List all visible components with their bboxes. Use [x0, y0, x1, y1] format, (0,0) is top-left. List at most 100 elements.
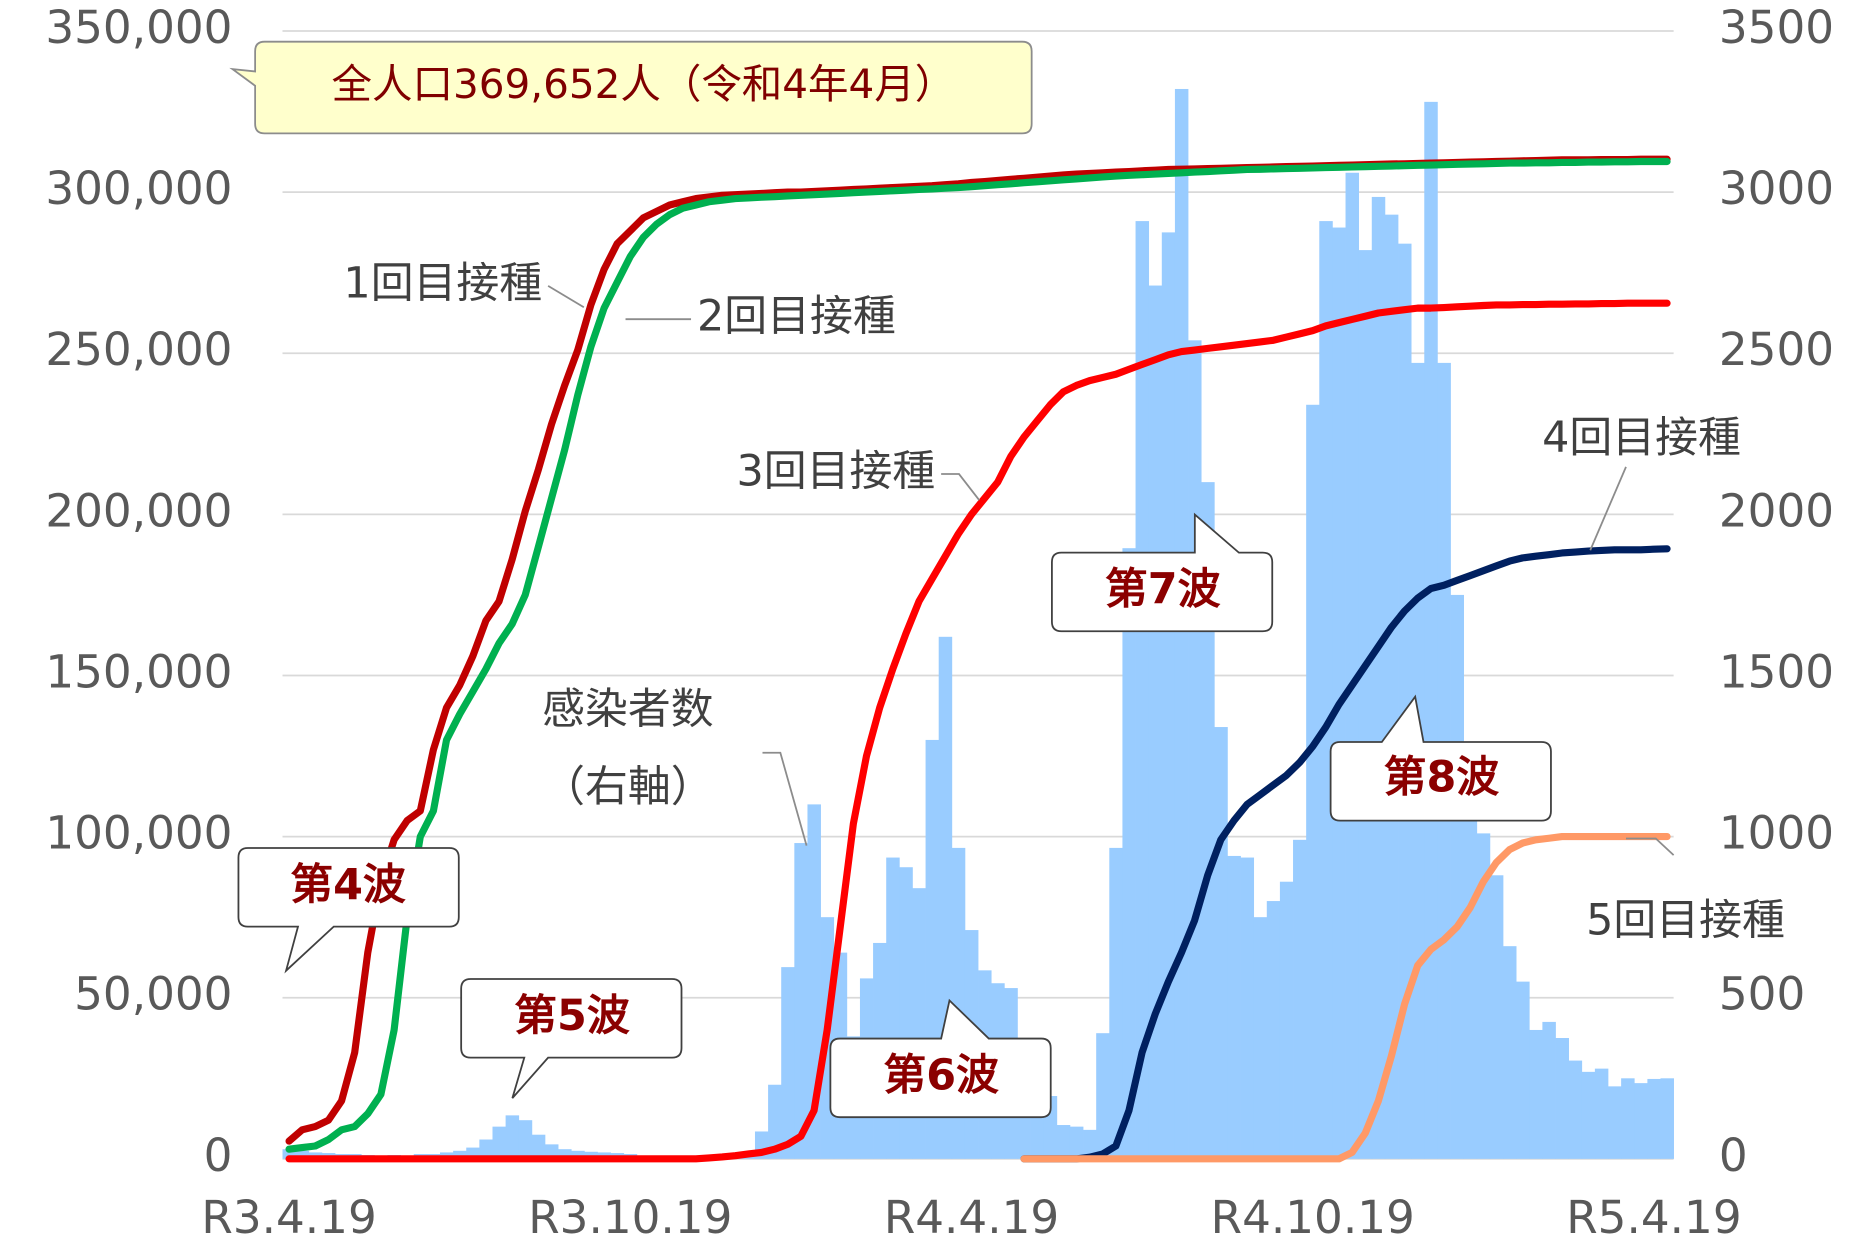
- bar: [1384, 214, 1399, 1159]
- y2-tick-label: 1000: [1719, 807, 1834, 860]
- bar: [1096, 1033, 1110, 1159]
- bar: [1266, 901, 1281, 1159]
- bar: [492, 1126, 506, 1159]
- line: [1020, 833, 1671, 1163]
- x-tick-label: R3.10.19: [528, 1191, 732, 1244]
- bar: [1358, 250, 1373, 1159]
- line: [285, 157, 1671, 1153]
- population-note: 全人口369,652人（令和4年4月）: [332, 60, 956, 108]
- wave-label: 第8波: [1384, 753, 1500, 803]
- bar: [453, 1150, 467, 1159]
- bar: [1201, 482, 1215, 1159]
- series-label: 5回目接種: [1586, 896, 1785, 946]
- y2-tick-label: 1500: [1719, 645, 1834, 698]
- bar: [1608, 1086, 1622, 1159]
- bar: [1555, 1038, 1569, 1159]
- bar: [1371, 196, 1386, 1159]
- callout: [1051, 512, 1274, 633]
- wave-label: 第5波: [514, 991, 630, 1041]
- bar: [1594, 1068, 1609, 1159]
- bar: [1279, 881, 1294, 1159]
- callout: [460, 978, 683, 1099]
- bar: [1647, 1078, 1661, 1159]
- bar: [1568, 1060, 1583, 1159]
- callout: [237, 847, 460, 974]
- bar: [295, 1150, 310, 1159]
- y-tick-label: 100,000: [45, 807, 232, 860]
- y-tick-label: 50,000: [74, 968, 232, 1021]
- leader: [1625, 837, 1675, 856]
- bar: [544, 1144, 559, 1159]
- callout: [1329, 694, 1552, 822]
- bar: [1489, 875, 1504, 1159]
- bar: [1083, 1129, 1097, 1159]
- bar: [1056, 1125, 1071, 1159]
- bar: [1345, 172, 1360, 1159]
- bar: [571, 1150, 585, 1159]
- bar: [1463, 762, 1478, 1159]
- bar: [768, 1084, 782, 1159]
- bar: [1135, 221, 1150, 1159]
- y-tick-label: 150,000: [45, 645, 232, 698]
- y-tick-label: 300,000: [45, 162, 232, 215]
- x-tick-label: R4.4.19: [884, 1191, 1059, 1244]
- x-tick-label: R5.4.19: [1566, 1191, 1741, 1244]
- y-tick-label: 350,000: [45, 1, 232, 54]
- axis-note: （右軸）: [542, 762, 713, 812]
- bar: [1148, 285, 1163, 1159]
- leader: [547, 285, 585, 309]
- bar: [1503, 946, 1517, 1159]
- bar: [1450, 594, 1465, 1159]
- bar: [1227, 855, 1241, 1159]
- bar: [1253, 917, 1268, 1159]
- ticks: 0 50,000 100,000 150,000 200,000 250,000 300,0…: [45, 1, 1834, 1244]
- bar: [1122, 548, 1136, 1159]
- leader: [941, 473, 980, 501]
- bar: [505, 1115, 520, 1159]
- bar: [558, 1149, 572, 1159]
- leader: [1589, 466, 1627, 551]
- y2-tick-label: 2000: [1719, 484, 1834, 537]
- bar: [1529, 1029, 1543, 1159]
- wave-label: 第7波: [1105, 564, 1221, 614]
- lines: [285, 155, 1671, 1163]
- bar: [1109, 847, 1123, 1159]
- y-tick-label: 0: [204, 1129, 233, 1182]
- series-label: 2回目接種: [697, 292, 896, 342]
- bars: [282, 88, 1674, 1159]
- note-box: [229, 40, 1033, 135]
- bar: [1476, 833, 1491, 1159]
- bar: [466, 1147, 480, 1159]
- series-label: 3回目接種: [736, 447, 935, 497]
- bar: [282, 1149, 296, 1159]
- leader: [762, 751, 808, 846]
- bar: [1660, 1078, 1674, 1159]
- bar: [1306, 404, 1320, 1159]
- y2-tick-label: 500: [1719, 968, 1805, 1021]
- bar: [741, 1156, 756, 1159]
- series-label: 4回目接種: [1542, 413, 1741, 463]
- y-tick-label: 200,000: [45, 484, 232, 537]
- y2-tick-label: 3000: [1719, 162, 1834, 215]
- bar: [1161, 232, 1176, 1159]
- series-label: 1回目接種: [343, 258, 542, 308]
- bar: [912, 888, 926, 1159]
- bar: [1516, 981, 1530, 1159]
- callout: [829, 998, 1052, 1119]
- bar: [1240, 857, 1255, 1159]
- bar: [1581, 1071, 1596, 1159]
- line: [285, 299, 1671, 1163]
- bar: [1214, 727, 1228, 1159]
- y2-tick-label: 0: [1719, 1129, 1748, 1182]
- wave-label: 第6波: [883, 1050, 999, 1100]
- bar: [1424, 101, 1438, 1159]
- y-tick-label: 250,000: [45, 323, 232, 376]
- y2-tick-label: 2500: [1719, 323, 1834, 376]
- bar: [1188, 340, 1202, 1159]
- bar: [1293, 839, 1307, 1159]
- bar: [1398, 243, 1412, 1159]
- x-tick-label: R4.10.19: [1211, 1191, 1415, 1244]
- y2-tick-label: 3500: [1719, 1, 1834, 54]
- wave-label: 第4波: [290, 860, 406, 910]
